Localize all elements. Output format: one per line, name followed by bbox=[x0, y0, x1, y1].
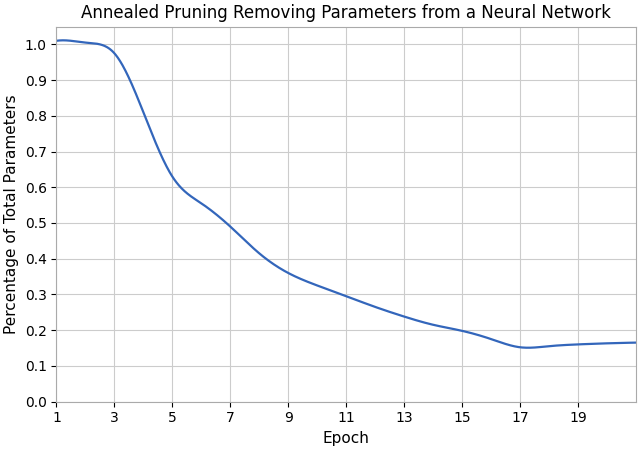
X-axis label: Epoch: Epoch bbox=[323, 431, 369, 446]
Title: Annealed Pruning Removing Parameters from a Neural Network: Annealed Pruning Removing Parameters fro… bbox=[81, 4, 611, 22]
Y-axis label: Percentage of Total Parameters: Percentage of Total Parameters bbox=[4, 94, 19, 334]
